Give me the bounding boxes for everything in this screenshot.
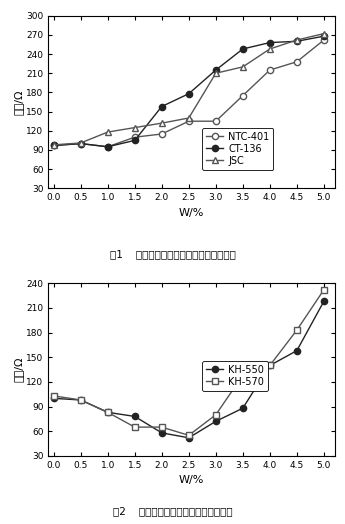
JSC (295, 37, 299, 43)
Y-axis label: 电阵/Ω: 电阵/Ω (13, 357, 23, 383)
KH-570 (322, 287, 326, 293)
Text: 图2    硅烷偶联剂对体系电阵的影响曲线: 图2 硅烷偶联剂对体系电阵的影响曲线 (113, 506, 232, 516)
CT-136 (322, 33, 326, 39)
KH-570 (268, 362, 272, 368)
NTC-401 (52, 143, 56, 149)
X-axis label: W/%: W/% (179, 475, 204, 485)
CT-136 (133, 137, 137, 144)
Legend: NTC-401, CT-136, JSC: NTC-401, CT-136, JSC (202, 128, 274, 170)
Y-axis label: 电阵/Ω: 电阵/Ω (13, 89, 23, 115)
JSC (160, 120, 164, 126)
NTC-401 (160, 131, 164, 137)
JSC (214, 70, 218, 77)
KH-550 (268, 362, 272, 368)
NTC-401 (214, 118, 218, 124)
KH-570 (79, 397, 83, 403)
CT-136 (79, 140, 83, 147)
KH-550 (160, 430, 164, 436)
KH-570 (52, 392, 56, 399)
NTC-401 (106, 144, 110, 150)
JSC (268, 46, 272, 52)
NTC-401 (295, 59, 299, 65)
KH-570 (187, 432, 191, 439)
CT-136 (268, 39, 272, 46)
CT-136 (295, 38, 299, 45)
KH-570 (241, 372, 245, 378)
KH-570 (160, 424, 164, 430)
JSC (52, 141, 56, 148)
KH-550 (322, 298, 326, 304)
KH-550 (241, 405, 245, 411)
JSC (241, 64, 245, 70)
KH-570 (214, 412, 218, 418)
KH-570 (133, 424, 137, 430)
KH-550 (106, 409, 110, 416)
Line: JSC: JSC (51, 30, 327, 148)
JSC (133, 125, 137, 131)
JSC (79, 140, 83, 146)
JSC (187, 115, 191, 121)
CT-136 (214, 67, 218, 73)
Line: KH-550: KH-550 (51, 298, 327, 441)
JSC (322, 30, 326, 37)
CT-136 (160, 103, 164, 110)
KH-570 (295, 327, 299, 333)
Text: 图1    钓酸酩偶联剂对体系电阵的影响曲线: 图1 钓酸酩偶联剂对体系电阵的影响曲线 (110, 249, 235, 259)
Line: KH-570: KH-570 (51, 287, 327, 439)
NTC-401 (322, 37, 326, 43)
CT-136 (241, 46, 245, 52)
X-axis label: W/%: W/% (179, 208, 204, 218)
KH-550 (214, 418, 218, 424)
KH-550 (79, 397, 83, 403)
KH-550 (295, 347, 299, 354)
Legend: KH-550, KH-570: KH-550, KH-570 (202, 361, 268, 390)
KH-550 (52, 395, 56, 401)
NTC-401 (241, 93, 245, 99)
KH-550 (133, 413, 137, 420)
CT-136 (106, 144, 110, 150)
NTC-401 (133, 134, 137, 140)
KH-570 (106, 409, 110, 416)
KH-550 (187, 434, 191, 441)
NTC-401 (268, 67, 272, 73)
Line: NTC-401: NTC-401 (51, 37, 327, 150)
CT-136 (52, 143, 56, 149)
CT-136 (187, 91, 191, 97)
JSC (106, 129, 110, 135)
NTC-401 (187, 118, 191, 124)
Line: CT-136: CT-136 (51, 33, 327, 150)
NTC-401 (79, 140, 83, 147)
